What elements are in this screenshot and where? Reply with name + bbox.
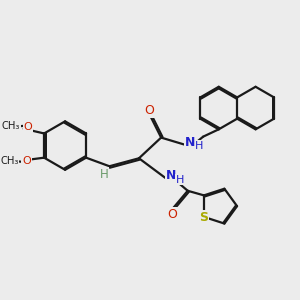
- Text: O: O: [144, 104, 154, 117]
- Text: O: O: [22, 156, 31, 166]
- Text: H: H: [100, 168, 109, 181]
- Text: H: H: [195, 141, 204, 151]
- Text: CH₃: CH₃: [0, 156, 19, 166]
- Text: N: N: [184, 136, 195, 149]
- Text: H: H: [176, 175, 184, 184]
- Text: O: O: [23, 122, 32, 132]
- Text: O: O: [167, 208, 177, 220]
- Text: S: S: [200, 211, 208, 224]
- Text: CH₃: CH₃: [2, 121, 20, 131]
- Text: N: N: [165, 169, 176, 182]
